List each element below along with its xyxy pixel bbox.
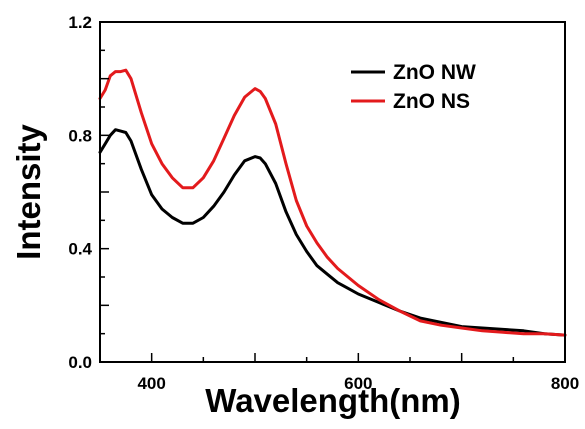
plot-lines: [98, 68, 567, 337]
legend: ZnO NW ZnO NS: [351, 61, 476, 113]
y-tick-label: 0.8: [68, 126, 92, 145]
x-tick-label: 800: [551, 374, 579, 393]
axis-ticks: [99, 21, 566, 363]
axis-tick-labels: 400 600 800 0.0 0.4 0.8 1.2: [68, 13, 579, 393]
plot-frame: [99, 21, 566, 363]
y-tick-label: 0.4: [68, 240, 92, 259]
x-tick-label: 600: [344, 374, 372, 393]
y-axis-title: Intensity: [10, 124, 47, 260]
y-tick-label: 0.0: [68, 353, 92, 372]
series-line-1: [98, 68, 567, 337]
y-tick-label: 1.2: [68, 13, 92, 32]
legend-label-1: ZnO NS: [393, 90, 470, 113]
legend-label-0: ZnO NW: [393, 61, 476, 84]
series-line-0: [98, 128, 567, 337]
x-axis-title: Wavelength(nm): [205, 382, 460, 419]
x-tick-label: 400: [137, 374, 165, 393]
